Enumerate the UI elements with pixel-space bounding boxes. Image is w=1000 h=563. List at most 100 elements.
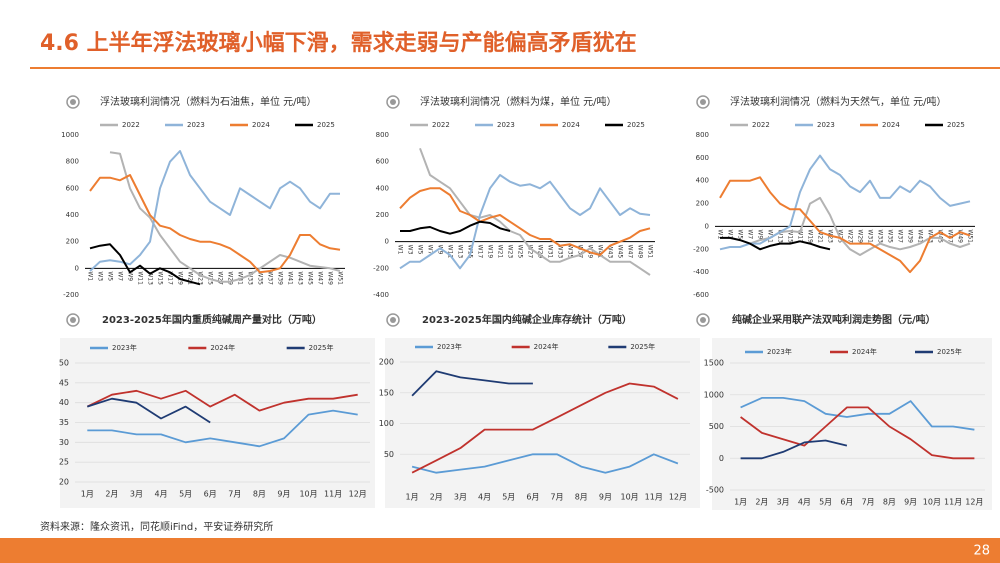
y-tick-label: -400 bbox=[693, 268, 709, 276]
x-tick-label: W47 bbox=[627, 245, 634, 259]
x-tick-label: 6月 bbox=[526, 493, 539, 502]
y-tick-label: -200 bbox=[693, 245, 709, 253]
x-tick-label: 1月 bbox=[406, 493, 419, 502]
x-tick-label: W49 bbox=[637, 245, 644, 259]
x-tick-label: 9月 bbox=[599, 493, 612, 502]
series-line bbox=[87, 397, 211, 424]
x-tick-label: 8月 bbox=[883, 498, 896, 507]
heading-icon bbox=[696, 95, 710, 109]
x-tick-label: 12月 bbox=[965, 498, 983, 507]
x-tick-label: W3 bbox=[727, 229, 734, 239]
series-line bbox=[411, 370, 533, 397]
x-tick-label: W9 bbox=[127, 271, 134, 281]
x-tick-label: 11月 bbox=[944, 498, 962, 507]
series-line bbox=[740, 406, 975, 460]
y-tick-label: 1500 bbox=[704, 359, 724, 368]
series-line bbox=[719, 154, 971, 251]
x-tick-label: 5月 bbox=[179, 490, 192, 499]
x-tick-label: W29 bbox=[227, 271, 234, 285]
x-tick-label: 8月 bbox=[253, 490, 266, 499]
x-tick-label: 12月 bbox=[349, 490, 367, 499]
x-tick-label: W11 bbox=[447, 245, 454, 259]
series-line bbox=[400, 220, 511, 235]
chart-title: 浮法玻璃利润情况（燃料为煤，单位 元/吨） bbox=[420, 95, 617, 108]
x-tick-label: 5月 bbox=[502, 493, 515, 502]
y-tick-label: 400 bbox=[376, 184, 389, 192]
y-tick-label: 0 bbox=[719, 454, 724, 463]
y-tick-label: 40 bbox=[59, 398, 69, 407]
x-tick-label: W5 bbox=[737, 229, 744, 239]
chart-title: 浮法玻璃利润情况（燃料为石油焦，单位 元/吨） bbox=[100, 95, 317, 108]
x-tick-label: W51 bbox=[337, 271, 344, 285]
heading-icon bbox=[700, 99, 706, 105]
heading-icon bbox=[390, 317, 396, 323]
x-tick-label: 7月 bbox=[228, 490, 241, 499]
chart-title: 2023-2025年国内纯碱企业库存统计（万吨） bbox=[422, 313, 632, 326]
y-tick-label: 1000 bbox=[704, 390, 724, 399]
page-number: 28 bbox=[973, 544, 990, 559]
legend-label: 2024 bbox=[882, 121, 900, 129]
x-tick-label: 7月 bbox=[862, 498, 875, 507]
x-tick-label: W7 bbox=[747, 229, 754, 239]
y-tick-label: 150 bbox=[379, 388, 394, 397]
series-line bbox=[89, 243, 201, 286]
y-tick-label: 800 bbox=[696, 131, 709, 139]
x-tick-label: W9 bbox=[437, 245, 444, 255]
legend-label: 2023年 bbox=[437, 342, 462, 351]
y-tick-label: 0 bbox=[705, 222, 709, 230]
x-tick-label: W21 bbox=[817, 229, 824, 243]
series-line bbox=[89, 150, 340, 272]
x-tick-label: W15 bbox=[787, 229, 794, 243]
x-tick-label: W21 bbox=[497, 245, 504, 259]
legend-label: 2023年 bbox=[112, 343, 137, 352]
series-line bbox=[749, 196, 971, 256]
x-tick-label: W27 bbox=[527, 245, 534, 259]
x-tick-label: W23 bbox=[507, 245, 514, 259]
y-tick-label: 1000 bbox=[61, 131, 79, 139]
x-tick-label: W43 bbox=[297, 271, 304, 285]
legend-label: 2024 bbox=[562, 121, 580, 129]
legend-label: 2025 bbox=[627, 121, 645, 129]
chart-title: 2023-2025年国内重质纯碱周产量对比（万吨） bbox=[102, 313, 322, 326]
chart-bg bbox=[60, 338, 375, 508]
x-tick-label: W17 bbox=[477, 245, 484, 259]
x-tick-label: W13 bbox=[777, 229, 784, 243]
y-tick-label: 400 bbox=[696, 177, 709, 185]
x-tick-label: W5 bbox=[417, 245, 424, 255]
x-tick-label: 3月 bbox=[130, 490, 143, 499]
series-line bbox=[411, 453, 679, 474]
chart-title: 浮法玻璃利润情况（燃料为天然气，单位 元/吨） bbox=[730, 95, 947, 108]
x-tick-label: 4月 bbox=[478, 493, 491, 502]
x-tick-label: W19 bbox=[807, 229, 814, 243]
x-tick-label: W47 bbox=[317, 271, 324, 285]
x-tick-label: W29 bbox=[857, 229, 864, 243]
legend-label: 2024年 bbox=[534, 342, 559, 351]
y-tick-label: 45 bbox=[59, 378, 69, 387]
x-tick-label: 1月 bbox=[734, 498, 747, 507]
source: 资料来源：隆众资讯，同花顺iFind，平安证券研究所 bbox=[40, 520, 273, 533]
x-tick-label: W35 bbox=[567, 245, 574, 259]
y-tick-label: 800 bbox=[66, 158, 79, 166]
legend-label: 2024 bbox=[252, 121, 270, 129]
y-tick-label: 0 bbox=[385, 238, 389, 246]
series-line bbox=[740, 397, 975, 431]
x-tick-label: W11 bbox=[767, 229, 774, 243]
heading-icon bbox=[696, 313, 710, 327]
y-tick-label: -600 bbox=[693, 291, 709, 299]
y-tick-label: 35 bbox=[59, 418, 69, 427]
series-line bbox=[740, 439, 848, 460]
x-tick-label: 7月 bbox=[551, 493, 564, 502]
legend-label: 2023 bbox=[817, 121, 835, 129]
legend-label: 2024年 bbox=[210, 343, 235, 352]
series-line bbox=[720, 236, 831, 251]
x-tick-label: W23 bbox=[197, 271, 204, 285]
x-tick-label: 10月 bbox=[923, 498, 941, 507]
x-tick-label: 2月 bbox=[755, 498, 768, 507]
x-tick-label: 12月 bbox=[669, 493, 687, 502]
x-tick-label: W5 bbox=[107, 271, 114, 281]
heading-icon bbox=[70, 99, 76, 105]
chart-bg bbox=[712, 338, 992, 510]
x-tick-label: 2月 bbox=[105, 490, 118, 499]
x-tick-label: 11月 bbox=[324, 490, 342, 499]
